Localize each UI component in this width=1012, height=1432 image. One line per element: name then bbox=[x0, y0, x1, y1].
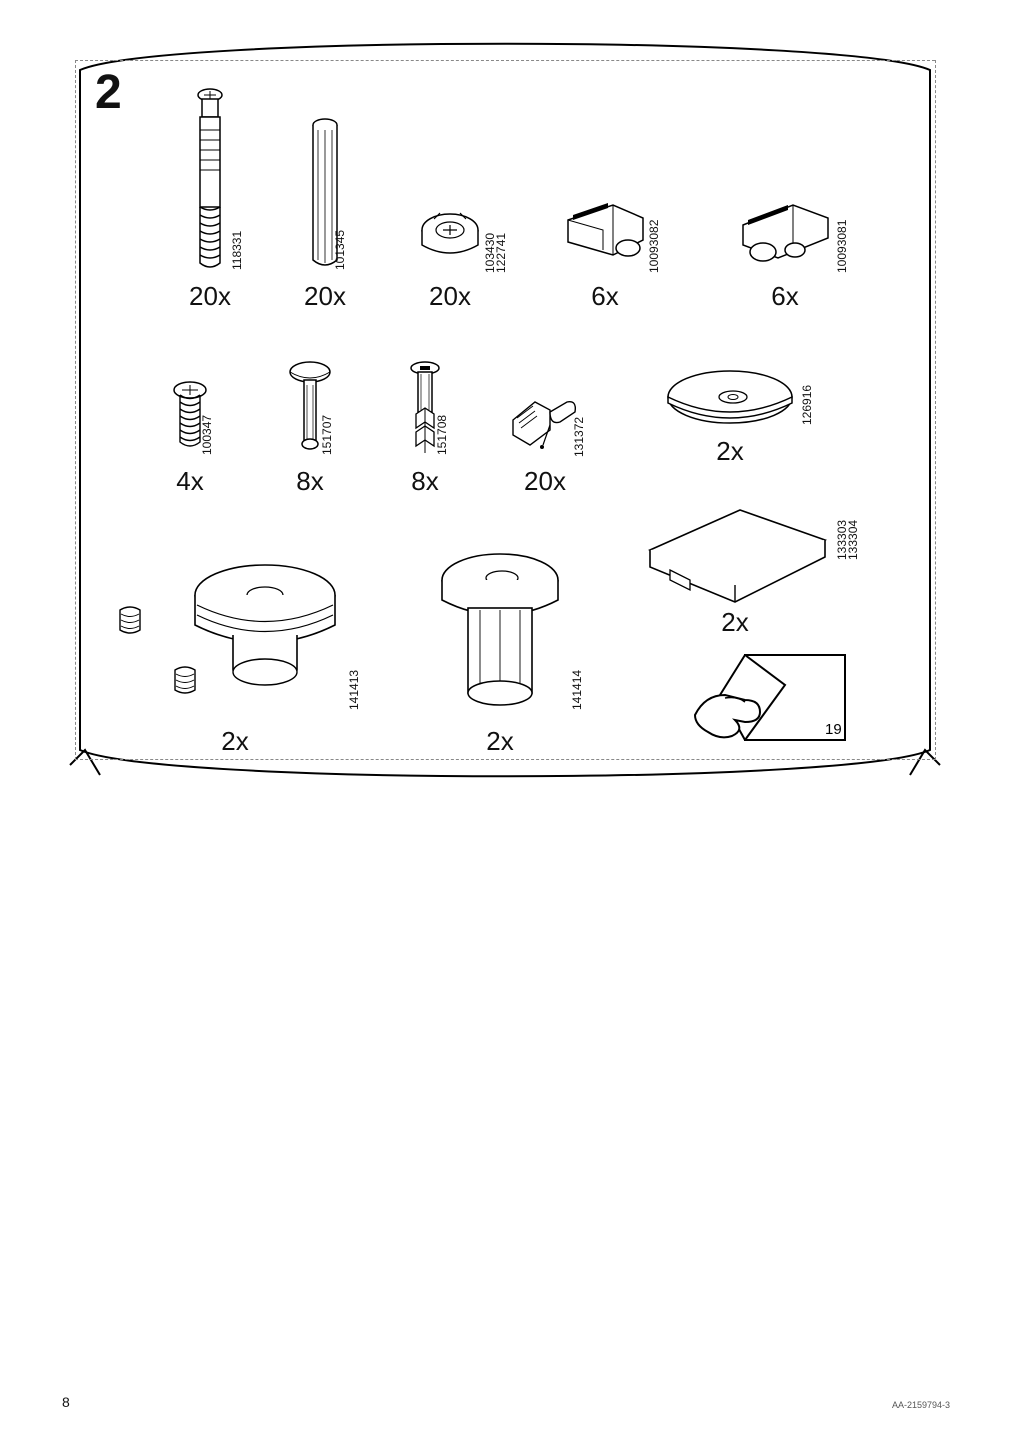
part-101345: 101345 20x bbox=[275, 115, 375, 312]
qty: 20x bbox=[395, 281, 505, 312]
part-118331: 118331 20x bbox=[160, 85, 260, 312]
partcode: 151707 bbox=[320, 415, 334, 455]
plain-foot-icon bbox=[420, 540, 580, 720]
qty: 6x bbox=[545, 281, 665, 312]
square-pad-icon bbox=[630, 495, 840, 605]
clip-left-icon bbox=[558, 200, 653, 275]
refer-page-icon: 19 bbox=[680, 640, 870, 755]
partcode: 151708 bbox=[435, 415, 449, 455]
partcode: 122741 bbox=[494, 233, 508, 273]
qty: 20x bbox=[160, 281, 260, 312]
dashed-left bbox=[75, 60, 76, 760]
part-100347: 100347 4x bbox=[140, 380, 240, 497]
refer-page-number: 19 bbox=[825, 721, 842, 738]
round-plate-icon bbox=[655, 365, 805, 440]
qty: 2x bbox=[410, 726, 590, 757]
qty: 6x bbox=[720, 281, 850, 312]
partcode: 118331 bbox=[230, 231, 244, 270]
adjustable-foot-icon bbox=[105, 540, 365, 720]
footer-doc-id: AA-2159794-3 bbox=[892, 1400, 950, 1410]
part-141413: 141413 2x bbox=[105, 540, 365, 757]
footer-page-number: 8 bbox=[62, 1394, 70, 1410]
instruction-page: 2 118331 20x 101345 20x bbox=[0, 0, 1012, 1432]
partcode: 126916 bbox=[800, 385, 814, 425]
qty: 2x bbox=[620, 607, 850, 638]
partcode: 131372 bbox=[572, 417, 586, 457]
partcode: 10093081 bbox=[835, 220, 849, 273]
partcode: 101345 bbox=[333, 230, 347, 270]
part-10093082: 10093082 6x bbox=[545, 200, 665, 312]
step-number: 2 bbox=[95, 65, 122, 120]
qty: 8x bbox=[260, 466, 360, 497]
part-141414: 141414 2x bbox=[410, 540, 590, 757]
dashed-right bbox=[935, 60, 936, 760]
part-151707: 151707 8x bbox=[260, 360, 360, 497]
qty: 4x bbox=[140, 466, 240, 497]
qty: 20x bbox=[275, 281, 375, 312]
qty: 20x bbox=[490, 466, 600, 497]
clip-right-icon bbox=[733, 200, 838, 275]
qty: 2x bbox=[640, 436, 820, 467]
partcode: 100347 bbox=[200, 415, 214, 455]
partcode: 10093082 bbox=[647, 220, 661, 273]
partcode: 133304 bbox=[846, 520, 860, 560]
part-103430: 103430 122741 20x bbox=[395, 195, 505, 312]
part-151708: 151708 8x bbox=[375, 358, 475, 497]
part-131372: 131372 20x bbox=[490, 390, 600, 497]
hand-page-icon: 19 bbox=[690, 640, 860, 755]
part-10093081: 10093081 6x bbox=[720, 200, 850, 312]
partcode: 141413 bbox=[347, 670, 361, 710]
part-133303: 133303 133304 2x bbox=[620, 495, 850, 638]
camlock-icon bbox=[410, 195, 490, 275]
part-126916: 126916 2x bbox=[640, 365, 820, 467]
qty: 8x bbox=[375, 466, 475, 497]
qty: 2x bbox=[105, 726, 365, 757]
partcode: 141414 bbox=[570, 670, 584, 710]
